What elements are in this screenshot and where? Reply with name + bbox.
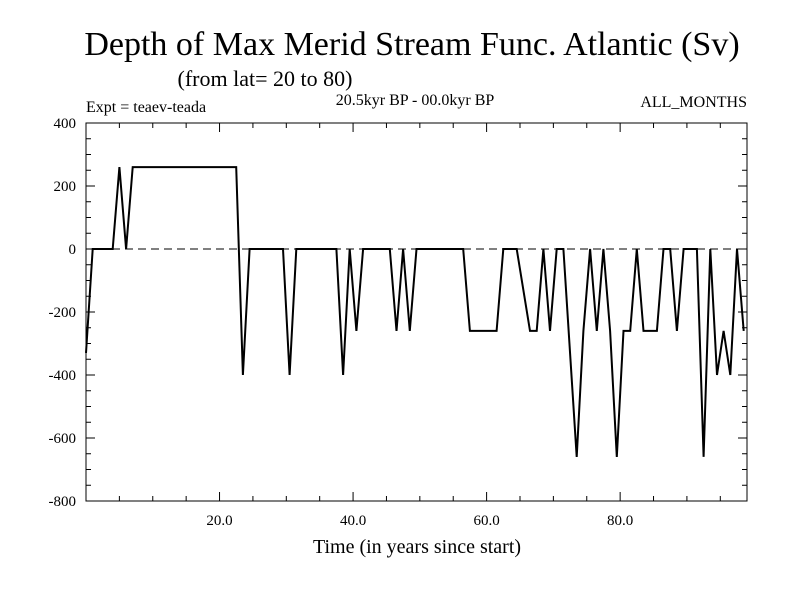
y-tick-label: -200: [49, 305, 77, 321]
x-tick-label: 60.0: [473, 513, 499, 529]
plot-frame: [85, 122, 748, 502]
y-tick-label: 200: [54, 179, 77, 195]
axes-layer: 400 200 0 -200 -400 -600 -800 20.0 40.0 60.0 80.0: [49, 116, 747, 529]
months-label: ALL_MONTHS: [640, 94, 747, 111]
x-tick-label: 40.0: [340, 513, 366, 529]
y-tick-label: 0: [69, 242, 77, 258]
x-tick-label: 20.0: [206, 513, 232, 529]
y-tick-label: 400: [54, 116, 77, 132]
chart-title: Depth of Max Merid Stream Func. Atlantic…: [84, 26, 739, 63]
y-tick-label: -600: [49, 431, 77, 447]
time-range-label: 20.5kyr BP - 00.0kyr BP: [336, 92, 495, 109]
expt-label: Expt = teaev-teada: [86, 99, 206, 116]
y-tick-label: -800: [49, 494, 77, 510]
chart-subtitle: (from lat= 20 to 80): [178, 66, 353, 91]
x-tick-label: 80.0: [607, 513, 633, 529]
data-series-line: [85, 166, 745, 457]
y-tick-label: -400: [49, 368, 77, 384]
x-axis-label: Time (in years since start): [313, 536, 521, 558]
